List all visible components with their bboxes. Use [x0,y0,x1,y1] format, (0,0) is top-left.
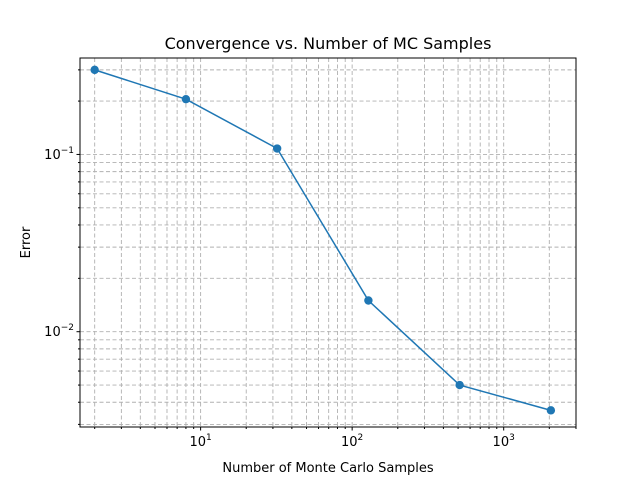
y-tick-label: 10−2 [44,323,74,340]
chart-title: Convergence vs. Number of MC Samples [165,34,492,53]
series-line [94,69,552,412]
plot-frame [79,57,577,428]
data-point [455,380,464,390]
y-axis-label: Error [19,226,34,258]
x-tick-label: 103 [493,433,515,450]
y-tick-label: 10−1 [44,146,74,163]
data-point [90,65,99,75]
x-tick-label: 101 [189,433,211,450]
data-point [181,94,191,104]
ticks: 101 102 103 10−1 10−2 [44,69,577,450]
series-layer [90,65,556,415]
data-point [546,406,556,415]
grid [80,58,577,427]
data-point [272,144,282,153]
x-tick-label: 102 [341,433,363,450]
data-point [364,296,373,305]
x-axis-label: Number of Monte Carlo Samples [222,461,433,476]
